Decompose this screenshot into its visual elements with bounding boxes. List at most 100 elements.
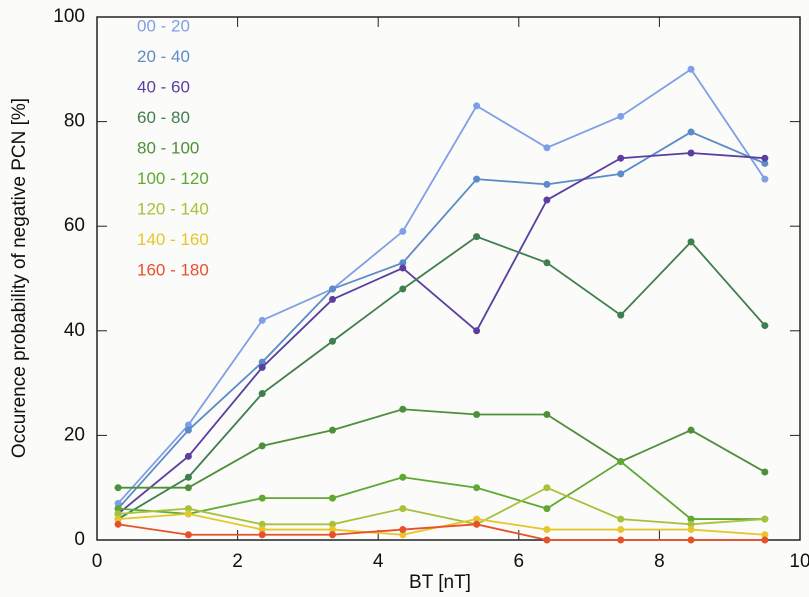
data-point	[543, 484, 551, 492]
y-tick-label: 0	[74, 529, 85, 550]
legend-label: 120 - 140	[137, 199, 209, 218]
data-point	[687, 128, 695, 136]
legend-label: 00 - 20	[137, 16, 190, 35]
data-point	[617, 536, 625, 544]
data-point	[543, 526, 551, 534]
x-tick-label: 8	[654, 551, 665, 572]
data-point	[399, 405, 407, 413]
data-point	[543, 180, 551, 188]
data-point	[543, 505, 551, 513]
x-tick-label: 2	[232, 551, 243, 572]
data-point	[543, 144, 551, 152]
x-tick-label: 6	[514, 551, 525, 572]
data-point	[329, 295, 337, 303]
data-point	[543, 196, 551, 204]
data-point	[687, 426, 695, 434]
legend-label: 160 - 180	[137, 260, 209, 279]
data-point	[399, 526, 407, 534]
data-point	[687, 65, 695, 73]
data-point	[184, 421, 192, 429]
series-line	[117, 235, 766, 520]
data-point	[543, 410, 551, 418]
data-point	[258, 531, 266, 539]
data-point	[184, 510, 192, 518]
data-point	[114, 484, 122, 492]
data-point	[473, 520, 481, 528]
data-point	[258, 390, 266, 398]
data-point	[687, 526, 695, 534]
data-point	[258, 494, 266, 502]
data-point	[687, 149, 695, 157]
data-point	[761, 159, 769, 167]
data-point	[329, 285, 337, 293]
data-point	[473, 515, 481, 523]
legend-label: 60 - 80	[137, 108, 190, 127]
data-point	[258, 358, 266, 366]
data-point	[617, 170, 625, 178]
data-point	[184, 426, 192, 434]
data-point	[329, 520, 337, 528]
data-point	[761, 322, 769, 330]
data-point	[184, 505, 192, 513]
data-point	[184, 531, 192, 539]
data-point	[617, 112, 625, 120]
data-point	[184, 473, 192, 481]
data-point	[687, 520, 695, 528]
y-axis-label: Occurence probability of negative PCN [%…	[9, 98, 30, 458]
legend-label: 40 - 60	[137, 77, 190, 96]
data-point	[761, 175, 769, 183]
data-point	[258, 442, 266, 450]
data-point	[399, 259, 407, 267]
data-point	[329, 426, 337, 434]
legend-label: 140 - 160	[137, 230, 209, 249]
x-tick-label: 0	[92, 551, 103, 572]
data-point	[473, 233, 481, 241]
legend-label: 100 - 120	[137, 169, 209, 188]
data-point	[114, 505, 122, 513]
series-line	[117, 152, 765, 515]
legend-label: 20 - 40	[137, 47, 190, 66]
data-point	[543, 536, 551, 544]
data-point	[617, 311, 625, 319]
data-point	[473, 484, 481, 492]
data-point	[184, 452, 192, 460]
data-point	[114, 515, 122, 523]
data-point	[329, 526, 337, 534]
data-point	[473, 327, 481, 335]
data-point	[761, 536, 769, 544]
series-line	[118, 486, 765, 526]
data-point	[329, 531, 337, 539]
data-point	[617, 458, 625, 466]
data-point	[473, 175, 481, 183]
data-point	[543, 259, 551, 267]
data-point	[399, 473, 407, 481]
data-point	[761, 154, 769, 162]
data-point	[114, 510, 122, 518]
data-point	[399, 285, 407, 293]
data-point	[473, 102, 481, 110]
series-line	[117, 131, 766, 510]
data-point	[687, 515, 695, 523]
data-point	[258, 363, 266, 371]
y-tick-label: 40	[64, 320, 85, 341]
plot-frame	[96, 16, 801, 541]
data-point	[114, 499, 122, 507]
data-point	[473, 410, 481, 418]
series-line	[117, 523, 765, 541]
data-point	[399, 505, 407, 513]
data-point	[258, 520, 266, 528]
data-point	[617, 526, 625, 534]
data-point	[617, 515, 625, 523]
data-point	[329, 494, 337, 502]
series-line	[118, 408, 766, 489]
x-tick-label: 10	[789, 551, 809, 572]
data-point	[761, 468, 769, 476]
data-point	[184, 484, 192, 492]
data-point	[761, 531, 769, 539]
data-point	[258, 316, 266, 324]
x-axis-label: BT [nT]	[409, 572, 471, 593]
x-tick-label: 4	[373, 551, 384, 572]
series-line	[117, 68, 766, 504]
y-tick-label: 60	[64, 215, 85, 236]
